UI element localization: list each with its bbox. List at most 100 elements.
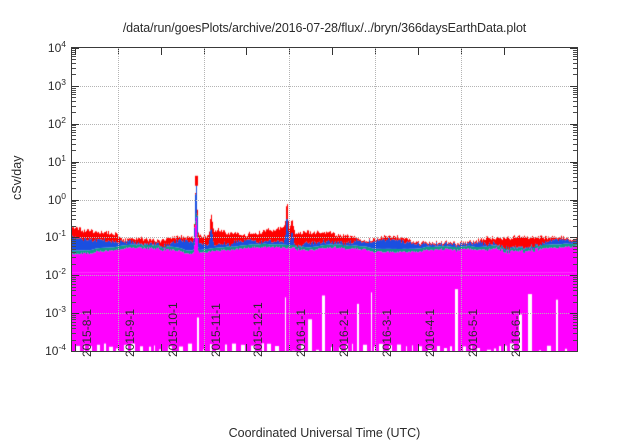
y-axis-minor-tick [573, 97, 577, 99]
y-axis-minor-tick [72, 252, 76, 254]
y-axis-minor-tick [573, 105, 577, 107]
x-axis-tick [332, 48, 334, 55]
y-axis-minor-tick [573, 56, 577, 58]
y-axis-minor-tick [573, 324, 577, 326]
y-axis-minor-tick [72, 63, 76, 65]
y-axis-minor-tick [573, 165, 577, 167]
y-axis-minor-tick [72, 91, 76, 93]
x-axis-tick-label: 2015-9-1 [122, 308, 137, 357]
y-axis-minor-tick [72, 248, 76, 250]
y-axis-minor-tick [573, 129, 577, 131]
y-axis-tick [72, 313, 79, 315]
y-axis-minor-tick [72, 281, 76, 283]
y-axis-minor-tick [573, 332, 577, 334]
y-axis-minor-tick [573, 239, 577, 241]
grid-line-horizontal [72, 199, 577, 201]
y-axis-minor-tick [72, 339, 76, 341]
y-axis-minor-tick [573, 150, 577, 152]
x-axis-tick-label: 2015-11-1 [208, 303, 223, 357]
x-axis-tick-label: 2016-1-1 [294, 308, 309, 357]
y-axis-minor-tick [573, 135, 577, 137]
y-axis-minor-tick [573, 138, 577, 140]
y-axis-minor-tick [573, 276, 577, 278]
x-axis-tick [503, 48, 505, 55]
y-axis-tick-label: 101 [47, 152, 66, 169]
y-axis-minor-tick [72, 176, 76, 178]
y-axis-minor-tick [72, 127, 76, 129]
y-axis-minor-tick [72, 181, 76, 183]
y-axis-minor-tick [573, 321, 577, 323]
y-axis-minor-tick [573, 163, 577, 165]
y-axis-minor-tick [72, 143, 76, 145]
y-axis-minor-tick [72, 318, 76, 320]
y-axis-tick-label: 10-2 [45, 266, 66, 283]
y-axis-minor-tick [72, 135, 76, 137]
y-axis-minor-tick [573, 245, 577, 247]
page-title: /data/run/goesPlots/archive/2016-07-28/f… [122, 21, 527, 35]
y-axis-minor-tick [573, 301, 577, 303]
y-axis-tick-label: 10-4 [45, 342, 66, 358]
y-axis-tick [570, 275, 577, 277]
y-axis-minor-tick [573, 67, 577, 69]
grid-line-horizontal [72, 237, 577, 239]
y-axis-minor-tick [72, 165, 76, 167]
y-axis-tick [570, 161, 577, 163]
grid-line-horizontal [72, 85, 577, 87]
y-axis-minor-tick [573, 53, 577, 55]
y-axis-tick-label: 10-3 [45, 304, 66, 321]
x-axis-tick [246, 344, 248, 351]
y-axis-minor-tick [72, 74, 76, 76]
y-axis-minor-tick [72, 257, 76, 259]
y-axis-tick-label: 104 [47, 39, 66, 55]
y-axis-minor-tick [72, 132, 76, 134]
grid-line-horizontal [72, 275, 577, 277]
y-axis-minor-tick [573, 339, 577, 341]
x-axis-tick [75, 48, 76, 55]
y-axis-minor-tick [573, 205, 577, 207]
y-axis-minor-tick [573, 225, 577, 227]
grid-line-horizontal [72, 123, 577, 125]
y-axis-tick [570, 85, 577, 87]
y-axis-minor-tick [72, 201, 76, 203]
y-axis-tick [72, 275, 79, 277]
y-axis-minor-tick [573, 143, 577, 145]
y-axis-minor-tick [72, 170, 76, 172]
y-axis-minor-tick [72, 49, 76, 51]
y-axis-minor-tick [72, 89, 76, 91]
y-axis-minor-tick [573, 63, 577, 65]
x-axis-tick [160, 344, 162, 351]
y-axis-minor-tick [72, 112, 76, 114]
y-axis-minor-tick [573, 210, 577, 212]
y-axis-minor-tick [573, 125, 577, 127]
y-axis-minor-tick [573, 207, 577, 209]
y-axis-tick [72, 85, 79, 87]
y-axis-tick-label: 100 [47, 190, 66, 207]
y-axis-minor-tick [72, 263, 76, 265]
y-axis-minor-tick [72, 163, 76, 165]
y-axis-minor-tick [573, 281, 577, 283]
y-axis-minor-tick [72, 105, 76, 107]
y-axis-minor-tick [72, 301, 76, 303]
y-axis-minor-tick [573, 170, 577, 172]
y-axis-minor-tick [573, 263, 577, 265]
y-axis-minor-tick [573, 91, 577, 93]
y-axis-minor-tick [573, 181, 577, 183]
y-axis-minor-tick [573, 87, 577, 89]
y-axis-minor-tick [573, 252, 577, 254]
y-axis-minor-tick [72, 243, 76, 245]
y-axis-title: cSv/day [10, 155, 24, 200]
y-axis-minor-tick [573, 173, 577, 175]
y-axis-minor-tick [72, 51, 76, 53]
y-axis-minor-tick [573, 328, 577, 330]
y-axis-minor-tick [573, 243, 577, 245]
y-axis-tick-label: 10-1 [45, 228, 66, 245]
y-axis-minor-tick [72, 129, 76, 131]
y-axis-minor-tick [72, 286, 76, 288]
y-axis-minor-tick [72, 67, 76, 69]
y-axis-tick [570, 237, 577, 239]
x-axis-tick [160, 48, 162, 55]
x-axis-tick [417, 344, 419, 351]
y-axis-minor-tick [72, 59, 76, 61]
y-axis-minor-tick [573, 203, 577, 205]
